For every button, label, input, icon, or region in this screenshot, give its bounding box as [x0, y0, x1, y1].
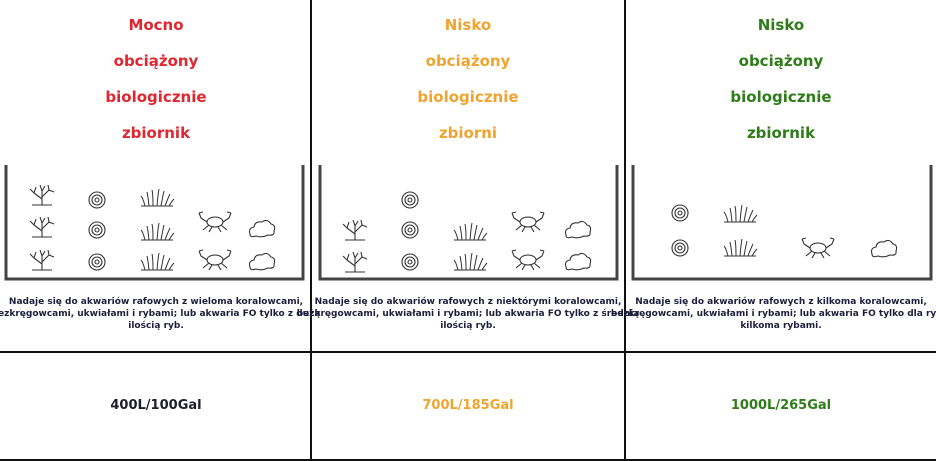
tank-icon: [140, 222, 175, 241]
tank-icon: [401, 191, 419, 209]
tank-icon: [198, 211, 232, 233]
volume: 700L/185Gal: [422, 398, 514, 413]
title-line: biologicznie: [417, 88, 519, 106]
tank-icon: [801, 237, 835, 259]
description-line: Nadaje się do akwariów rafowych z niektó…: [314, 297, 622, 307]
title-line: zbiorni: [438, 124, 498, 142]
tank-icon: [342, 219, 368, 241]
description-line: Nadaje się do akwariów rafowych z wielom…: [8, 297, 304, 307]
tank-icon: [723, 238, 758, 257]
title-line: zbiornik: [746, 124, 816, 142]
tank-icon: [511, 211, 545, 233]
tank-icon: [198, 249, 232, 271]
description-line: kilkoma rybami.: [740, 321, 822, 331]
tank-icon: [140, 188, 175, 207]
tank-icon: [88, 221, 106, 239]
tank-icon: [723, 204, 758, 223]
tank-icon: [88, 253, 106, 271]
description-line: bezkręgowcami, ukwiałami i rybami; lub a…: [610, 309, 936, 319]
title-line: obciążony: [738, 52, 824, 70]
description-line: Nadaje się do akwariów rafowych z kilkom…: [635, 297, 927, 307]
title-line: Mocno: [128, 16, 184, 34]
tank-icon: [564, 220, 592, 239]
tank-icon: [453, 252, 488, 271]
tank-icon: [248, 252, 276, 271]
title-line: obciążony: [425, 52, 511, 70]
title-line: Nisko: [444, 16, 492, 34]
tank-icon: [342, 251, 368, 273]
title-line: obciążony: [113, 52, 199, 70]
title-line: biologicznie: [730, 88, 832, 106]
tank-icon: [29, 184, 55, 206]
tank-icon: [29, 249, 55, 271]
tank-icon: [401, 221, 419, 239]
tank-icons: [29, 184, 898, 273]
tank-icon: [248, 219, 276, 238]
tank-icon: [140, 252, 175, 271]
tanks: [4, 165, 933, 281]
volume: 1000L/265Gal: [730, 398, 832, 413]
volume: 400L/100Gal: [110, 398, 202, 413]
description-line: bezkręgowcami, ukwiałami i rybami; lub a…: [296, 309, 640, 319]
title-line: Nisko: [757, 16, 805, 34]
title-line: biologicznie: [105, 88, 207, 106]
tank-icon: [671, 204, 689, 222]
tank-icon: [870, 239, 898, 258]
tank-icon: [671, 239, 689, 257]
tank-icon: [564, 252, 592, 271]
title-line: zbiornik: [121, 124, 191, 142]
tank-icon: [511, 249, 545, 271]
description-line: ilością ryb.: [440, 321, 496, 331]
tank-icon: [401, 253, 419, 271]
description-line: bezkręgowcami, ukwiałami i rybami; lub a…: [0, 309, 321, 319]
tank-icon: [88, 191, 106, 209]
tank-icon: [29, 216, 55, 238]
description-line: ilością ryb.: [128, 321, 184, 331]
tank-icon: [453, 222, 488, 241]
